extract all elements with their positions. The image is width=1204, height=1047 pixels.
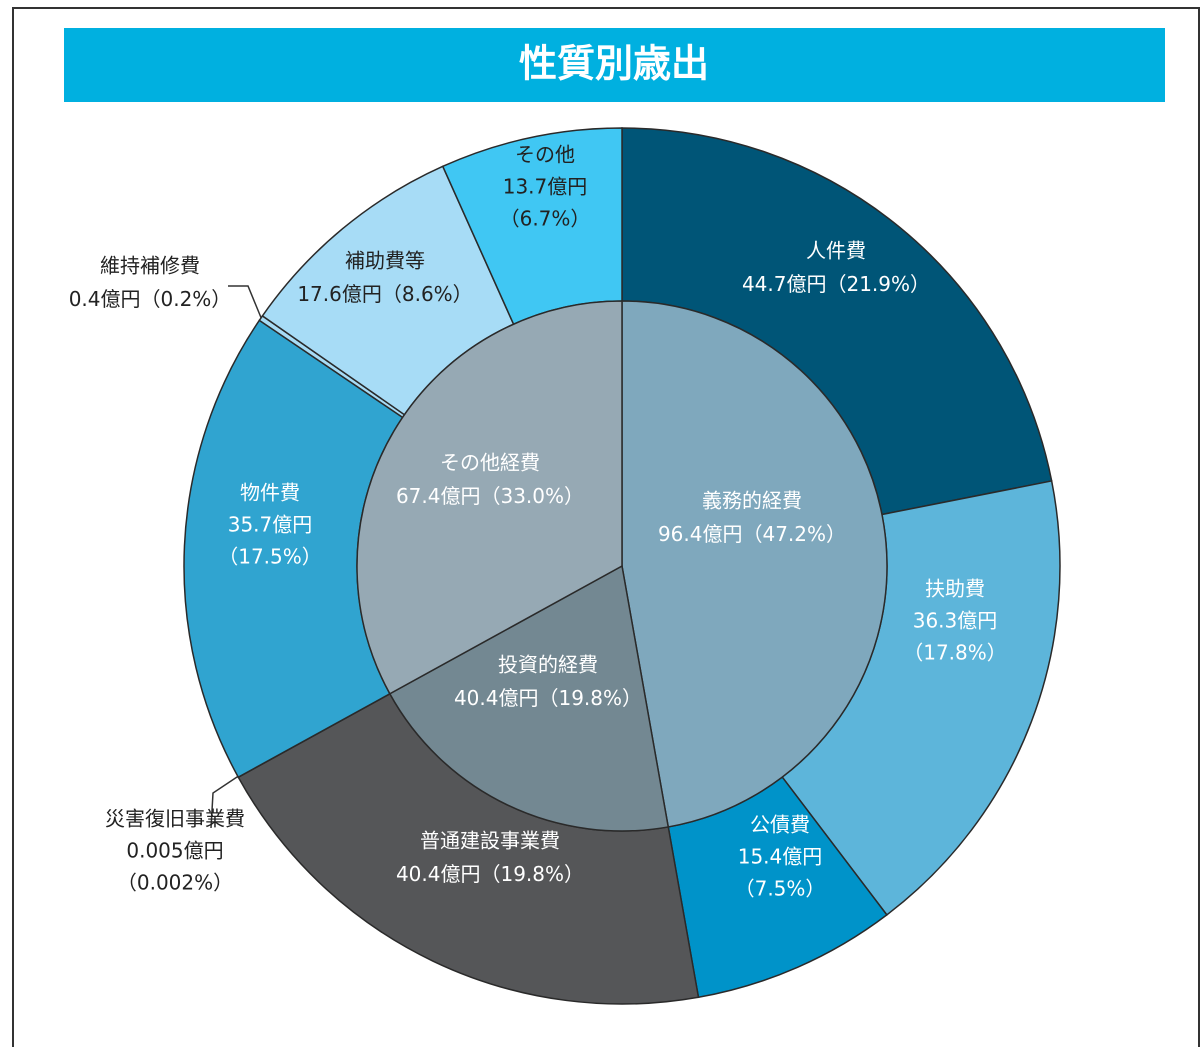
segment-name: 投資的経費: [498, 653, 598, 677]
frame: [12, 7, 1200, 1047]
value-label: 40.4億円: [396, 862, 481, 886]
value-label: 17.6億円（8.6%）: [297, 282, 472, 306]
leader-line: [210, 774, 241, 829]
value-label: 17.6億円: [297, 282, 382, 306]
percent-label: （0.002%）: [117, 871, 233, 895]
percent-label: （6.7%）: [500, 207, 591, 231]
value-label: 13.7億円: [503, 175, 588, 199]
value-label: 36.3億円: [913, 609, 998, 633]
percent-label: （33.0%）: [480, 484, 584, 508]
value-label: 0.005億円: [126, 839, 223, 863]
value-label: 35.7億円: [228, 513, 313, 537]
leader-line: [228, 285, 263, 321]
segment-name: その他経費: [440, 451, 540, 475]
segment-name: 義務的経費: [702, 489, 802, 513]
percent-label: （47.2%）: [742, 522, 846, 546]
percent-label: （17.8%）: [903, 641, 1007, 665]
value-label: 40.4億円（19.8%）: [454, 686, 642, 710]
value-label: 96.4億円: [658, 522, 743, 546]
value-label: 15.4億円: [738, 845, 823, 869]
segment-name: 扶助費: [925, 577, 985, 601]
wedge: [621, 300, 888, 828]
value-label: 44.7億円: [742, 272, 827, 296]
value-label: 67.4億円: [396, 484, 481, 508]
wedge: [356, 300, 623, 695]
percent-label: （0.2%）: [141, 287, 232, 311]
segment-name: 災害復旧事業費: [105, 807, 245, 831]
percent-label: （8.6%）: [382, 282, 473, 306]
value-label: 96.4億円（47.2%）: [658, 522, 846, 546]
chart-title: 性質別歳出: [519, 42, 709, 86]
segment-name: 公債費: [750, 813, 810, 837]
value-label: 40.4億円（19.8%）: [396, 862, 584, 886]
value-label: 0.4億円（0.2%）: [69, 287, 232, 311]
segment-name: 補助費等: [345, 249, 425, 273]
segment-name: その他: [515, 143, 575, 167]
value-label: 0.4億円: [69, 287, 141, 311]
percent-label: （19.8%）: [538, 686, 642, 710]
value-label: 44.7億円（21.9%）: [742, 272, 930, 296]
title-bar: [64, 28, 1165, 102]
segment-name: 人件費: [806, 239, 866, 263]
value-label: 67.4億円（33.0%）: [396, 484, 584, 508]
segment-name: 物件費: [240, 481, 300, 505]
segment-name: 普通建設事業費: [420, 829, 560, 853]
percent-label: （17.5%）: [218, 545, 322, 569]
wedge: [388, 564, 670, 832]
percent-label: （21.9%）: [826, 272, 930, 296]
percent-label: （7.5%）: [735, 877, 826, 901]
percent-label: （19.8%）: [480, 862, 584, 886]
segment-name: 維持補修費: [100, 254, 200, 278]
value-label: 40.4億円: [454, 686, 539, 710]
